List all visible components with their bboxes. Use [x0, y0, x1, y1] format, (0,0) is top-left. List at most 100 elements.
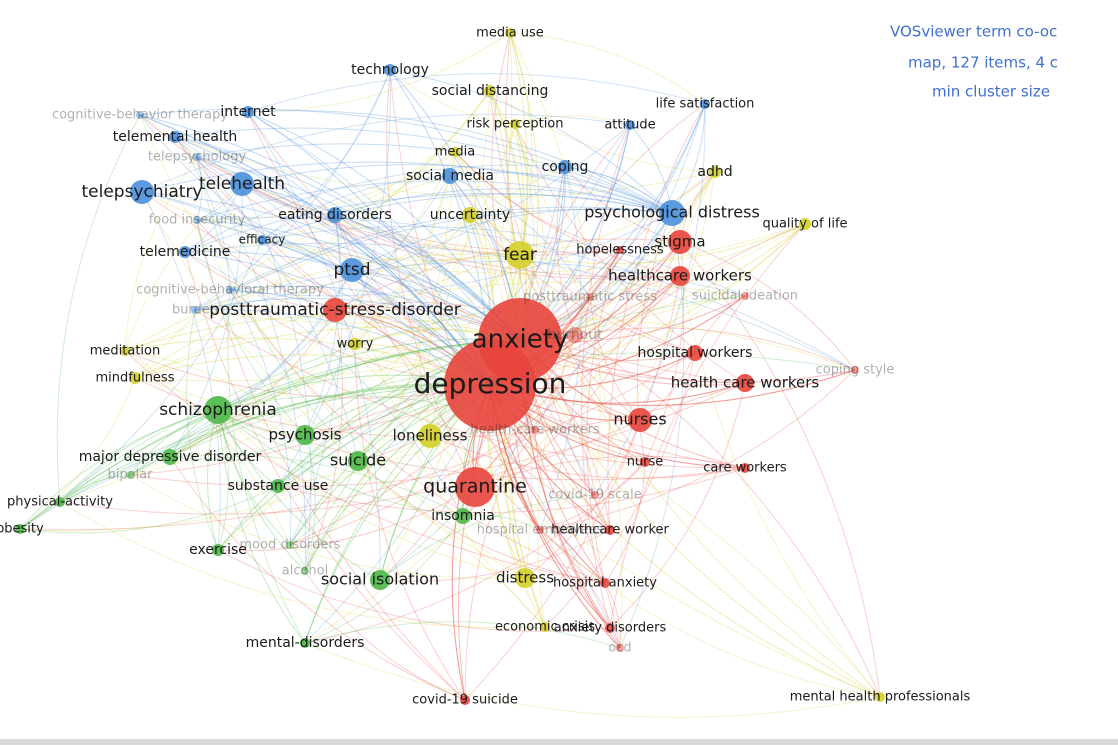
- node-label: substance use: [228, 478, 329, 494]
- node-label: bipolar: [108, 468, 154, 483]
- edge: [19, 339, 521, 530]
- edge: [524, 419, 641, 579]
- edge: [196, 180, 673, 221]
- edge: [304, 461, 646, 644]
- node-label: telemental health: [113, 129, 237, 145]
- edge: [229, 90, 491, 291]
- node: [271, 479, 285, 493]
- node: [442, 168, 458, 184]
- node-label: cognitive-behavioral therapy: [136, 283, 324, 298]
- node-label: quarantine: [423, 476, 527, 498]
- node: [349, 338, 361, 350]
- edge: [196, 216, 856, 371]
- edge: [19, 485, 279, 534]
- node-label: care workers: [703, 461, 787, 476]
- edge: [59, 384, 491, 503]
- edge: [19, 352, 696, 531]
- edge: [141, 191, 746, 384]
- edge: [351, 214, 471, 271]
- edge: [184, 151, 456, 253]
- annotation: map, 127 items, 4 c: [908, 54, 1058, 72]
- edge: [351, 269, 546, 628]
- node-label: burden: [172, 303, 218, 318]
- node: [129, 372, 141, 384]
- edge: [184, 164, 566, 253]
- node-label: mood disorders: [239, 538, 340, 553]
- edge: [129, 254, 521, 476]
- node: [687, 345, 703, 361]
- edge: [539, 529, 881, 698]
- edge: [217, 409, 464, 517]
- node: [126, 471, 134, 479]
- edge: [609, 382, 746, 629]
- edge: [289, 460, 359, 546]
- edge: [217, 409, 306, 572]
- edge: [169, 434, 306, 460]
- node-label: attitude: [604, 118, 655, 133]
- nodes: [15, 28, 885, 705]
- node-label: anxiety disorders: [554, 621, 667, 636]
- edge: [354, 343, 881, 698]
- node: [600, 578, 610, 588]
- node-label: burnout: [547, 327, 603, 343]
- edge: [379, 529, 611, 582]
- edge: [474, 223, 806, 488]
- edge: [139, 114, 521, 256]
- edge: [124, 337, 491, 386]
- edge: [184, 251, 464, 517]
- edge: [124, 350, 606, 584]
- edge: [304, 434, 316, 572]
- edge: [469, 214, 591, 298]
- edge: [489, 384, 881, 698]
- edge: [581, 124, 631, 629]
- edge: [514, 123, 550, 431]
- edge: [241, 183, 312, 572]
- edge: [464, 275, 681, 701]
- node: [510, 119, 520, 129]
- edge: [196, 143, 673, 214]
- edge: [379, 494, 596, 581]
- node-label: suicidal ideation: [692, 289, 798, 304]
- edge: [261, 69, 391, 241]
- edge: [679, 241, 881, 698]
- node: [301, 567, 309, 575]
- node-label: major depressive disorder: [79, 449, 262, 465]
- edge: [141, 191, 221, 551]
- node: [531, 426, 539, 434]
- edge: [169, 183, 243, 458]
- node: [295, 425, 315, 445]
- edge: [519, 223, 806, 265]
- node-label: mindfulness: [96, 371, 175, 386]
- node: [558, 160, 572, 174]
- edge: [671, 212, 881, 698]
- edge: [56, 114, 141, 503]
- node: [323, 298, 347, 322]
- scrollbar: [0, 739, 1118, 745]
- edge: [261, 175, 451, 241]
- edge: [196, 156, 203, 221]
- edge: [241, 183, 621, 256]
- edge: [351, 208, 673, 271]
- node: [625, 120, 635, 130]
- edge: [304, 171, 716, 644]
- node: [300, 638, 310, 648]
- edge: [139, 114, 526, 579]
- edge: [261, 223, 806, 274]
- node-label: meditation: [90, 344, 161, 359]
- edge: [19, 377, 136, 530]
- edge: [539, 166, 582, 531]
- edge: [489, 90, 646, 463]
- node: [628, 408, 652, 432]
- node: [226, 286, 234, 294]
- edge: [194, 260, 746, 311]
- edge: [247, 110, 673, 214]
- node: [640, 457, 650, 467]
- edge: [277, 467, 746, 514]
- edge: [247, 111, 491, 386]
- edge: [418, 175, 451, 437]
- node: [212, 544, 224, 556]
- edge: [217, 123, 516, 551]
- edge: [174, 127, 673, 214]
- node: [179, 246, 191, 258]
- edge: [507, 123, 521, 256]
